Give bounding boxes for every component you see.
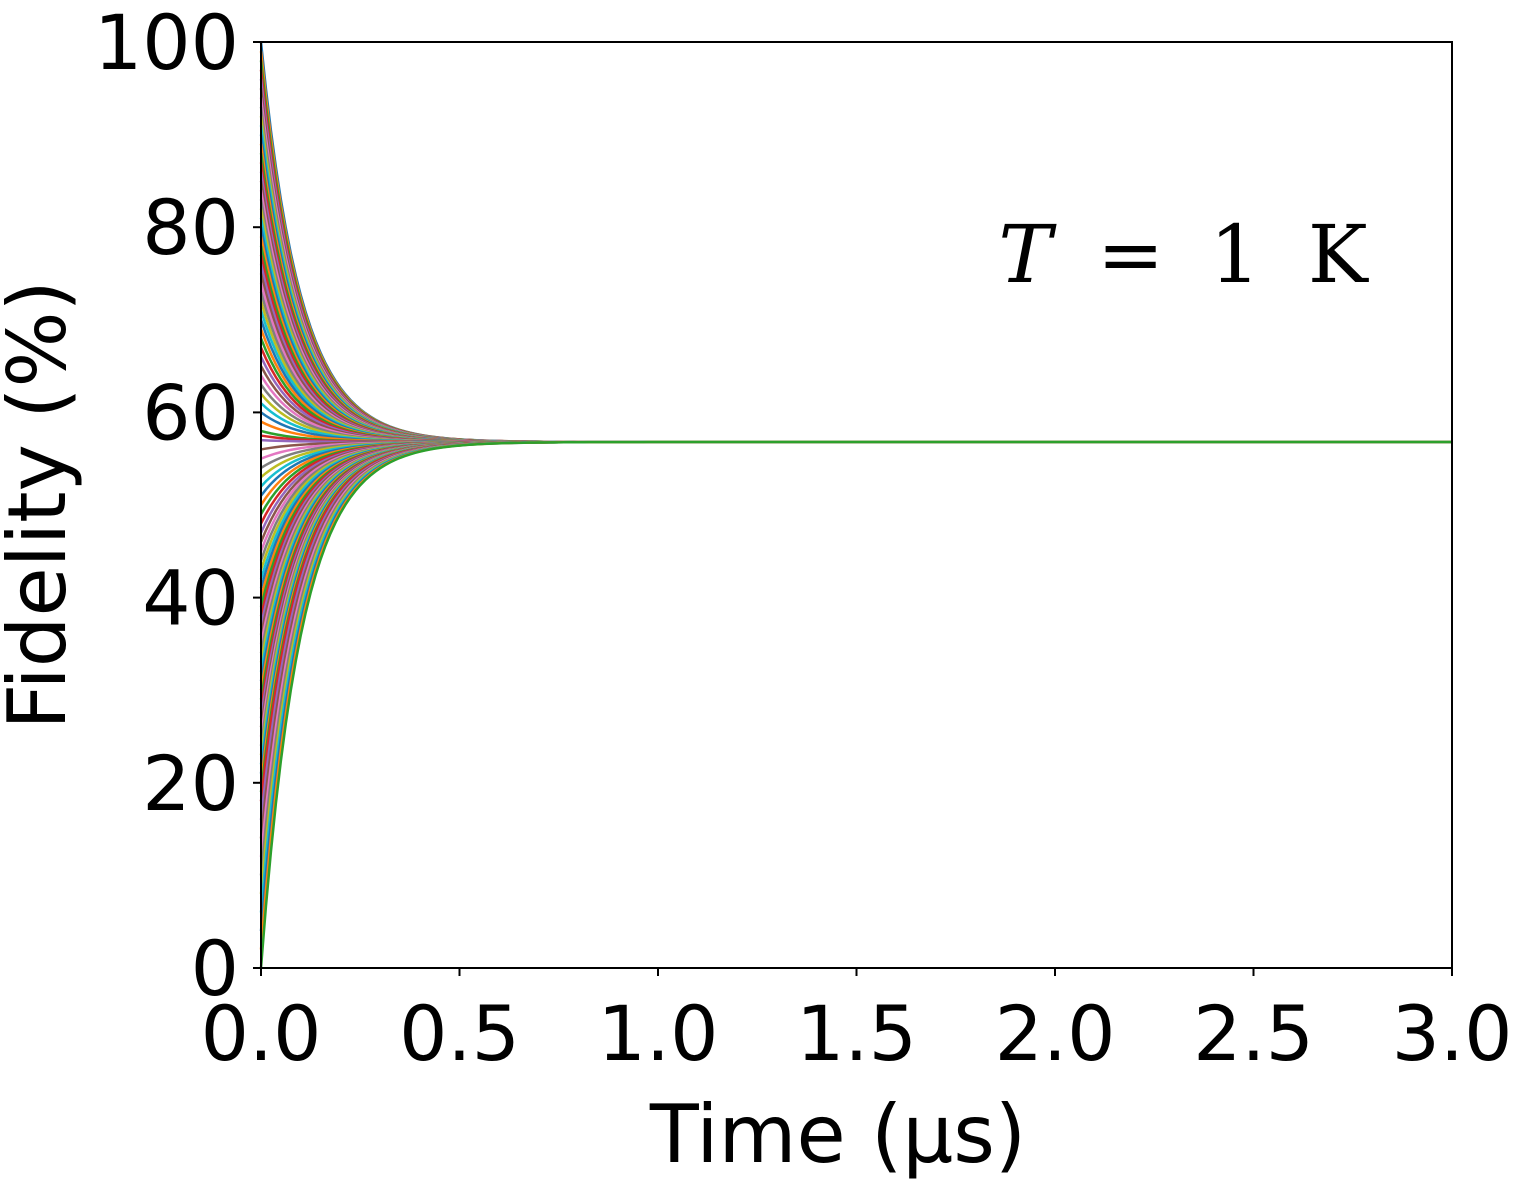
series-line bbox=[259, 440, 1452, 876]
series-line bbox=[259, 440, 1452, 765]
series-line bbox=[259, 440, 1452, 608]
series-line bbox=[259, 440, 1452, 626]
series-line bbox=[259, 291, 1452, 444]
series-line bbox=[259, 440, 1452, 672]
series-line bbox=[259, 440, 1452, 774]
series-line bbox=[259, 162, 1452, 444]
series-line bbox=[259, 440, 1452, 645]
x-tick-label: 0.0 bbox=[201, 989, 322, 1078]
series-line bbox=[259, 374, 1452, 444]
series-line bbox=[259, 440, 1452, 709]
plot-frame bbox=[260, 41, 1453, 969]
series-line bbox=[259, 440, 1452, 793]
series-line bbox=[259, 440, 1452, 543]
series-line bbox=[259, 440, 1452, 515]
series-line bbox=[259, 440, 1452, 737]
series-line bbox=[259, 337, 1452, 444]
series-line bbox=[259, 319, 1452, 444]
series-line bbox=[260, 393, 1452, 444]
series-line bbox=[259, 440, 1452, 700]
series-line bbox=[259, 440, 1452, 654]
series-line bbox=[259, 440, 1452, 820]
series-line bbox=[259, 440, 1452, 839]
y-axis-label: Fidelity (%) bbox=[0, 280, 84, 729]
annotation-value: 1 bbox=[1210, 208, 1261, 301]
series-line bbox=[259, 440, 1452, 663]
axis-ticks bbox=[253, 41, 1453, 976]
x-tick-label: 1.5 bbox=[796, 989, 917, 1078]
y-tick-label: 80 bbox=[142, 183, 239, 272]
series-line bbox=[259, 440, 1452, 682]
series-line bbox=[259, 440, 1452, 580]
series-line bbox=[260, 440, 1452, 497]
x-tick-label: 0.5 bbox=[399, 989, 520, 1078]
series-line bbox=[259, 440, 1452, 525]
series-line bbox=[259, 356, 1452, 444]
series-line bbox=[259, 383, 1452, 444]
series-curves bbox=[259, 41, 1452, 969]
y-tick-label: 60 bbox=[142, 368, 239, 457]
series-line bbox=[259, 300, 1452, 444]
series-line bbox=[259, 440, 1452, 571]
series-line bbox=[259, 440, 1452, 552]
series-line bbox=[259, 440, 1452, 506]
series-line bbox=[259, 310, 1452, 444]
y-tick-label: 100 bbox=[94, 0, 239, 87]
x-tick-label: 3.0 bbox=[1392, 989, 1513, 1078]
series-line bbox=[259, 440, 1452, 913]
series-line bbox=[259, 282, 1452, 444]
series-line bbox=[259, 440, 1452, 598]
axis-tick-labels: 0.0 0.5 1.0 1.5 2.0 2.5 3.0 0 20 40 60 80 100 bbox=[94, 0, 1513, 1078]
x-tick-label: 2.5 bbox=[1193, 989, 1314, 1078]
y-tick-label: 0 bbox=[191, 924, 239, 1013]
series-line bbox=[259, 440, 1452, 802]
series-line bbox=[259, 440, 1452, 756]
series-line bbox=[259, 347, 1452, 444]
series-line bbox=[259, 440, 1452, 746]
series-line bbox=[259, 440, 1452, 561]
series-line bbox=[260, 402, 1452, 444]
series-line bbox=[259, 440, 1452, 589]
x-tick-label: 2.0 bbox=[995, 989, 1116, 1078]
x-axis-label: Time (μs) bbox=[649, 1088, 1026, 1179]
y-tick-label: 40 bbox=[142, 554, 239, 643]
series-line bbox=[259, 440, 1452, 719]
x-tick-label: 1.0 bbox=[598, 989, 719, 1078]
y-tick-label: 20 bbox=[142, 739, 239, 828]
temperature-annotation: T = 1 K bbox=[998, 208, 1369, 301]
series-line bbox=[259, 440, 1452, 783]
series-line bbox=[259, 440, 1452, 691]
series-line bbox=[259, 328, 1452, 444]
annotation-symbol: T bbox=[998, 208, 1057, 301]
series-line bbox=[259, 440, 1452, 858]
series-line bbox=[259, 440, 1452, 950]
series-line bbox=[259, 365, 1452, 444]
series-line bbox=[259, 440, 1452, 728]
series-line bbox=[259, 440, 1452, 895]
annotation-unit: K bbox=[1308, 208, 1369, 301]
series-line bbox=[259, 440, 1452, 635]
series-line bbox=[259, 440, 1452, 932]
annotation-equals: = bbox=[1097, 208, 1164, 301]
series-line bbox=[259, 440, 1452, 969]
series-line bbox=[259, 440, 1452, 534]
series-line bbox=[259, 440, 1452, 617]
